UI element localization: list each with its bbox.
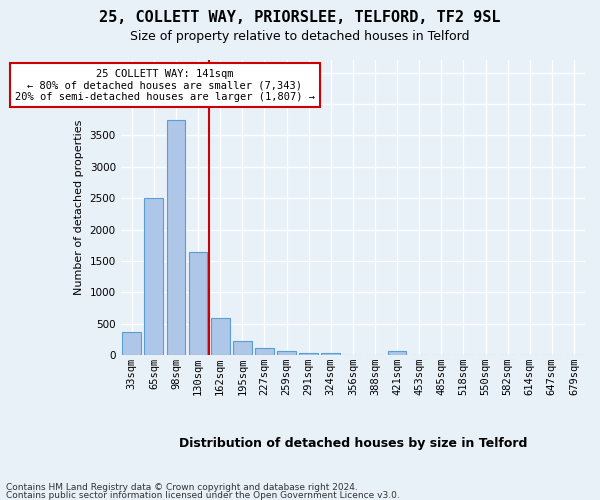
Bar xyxy=(188,252,208,355)
Bar xyxy=(277,351,296,355)
Bar xyxy=(299,352,318,355)
Text: 25, COLLETT WAY, PRIORSLEE, TELFORD, TF2 9SL: 25, COLLETT WAY, PRIORSLEE, TELFORD, TF2… xyxy=(99,10,501,25)
Text: Contains HM Land Registry data © Crown copyright and database right 2024.: Contains HM Land Registry data © Crown c… xyxy=(6,484,358,492)
Y-axis label: Number of detached properties: Number of detached properties xyxy=(74,120,84,295)
Bar xyxy=(122,332,141,355)
Bar xyxy=(167,120,185,355)
Text: Contains public sector information licensed under the Open Government Licence v3: Contains public sector information licen… xyxy=(6,491,400,500)
Bar xyxy=(145,198,163,355)
Bar xyxy=(211,318,230,355)
X-axis label: Distribution of detached houses by size in Telford: Distribution of detached houses by size … xyxy=(179,437,527,450)
Text: Size of property relative to detached houses in Telford: Size of property relative to detached ho… xyxy=(130,30,470,43)
Text: 25 COLLETT WAY: 141sqm
← 80% of detached houses are smaller (7,343)
20% of semi-: 25 COLLETT WAY: 141sqm ← 80% of detached… xyxy=(15,68,315,102)
Bar xyxy=(233,340,252,355)
Bar xyxy=(255,348,274,355)
Bar xyxy=(322,353,340,355)
Bar xyxy=(388,352,406,355)
